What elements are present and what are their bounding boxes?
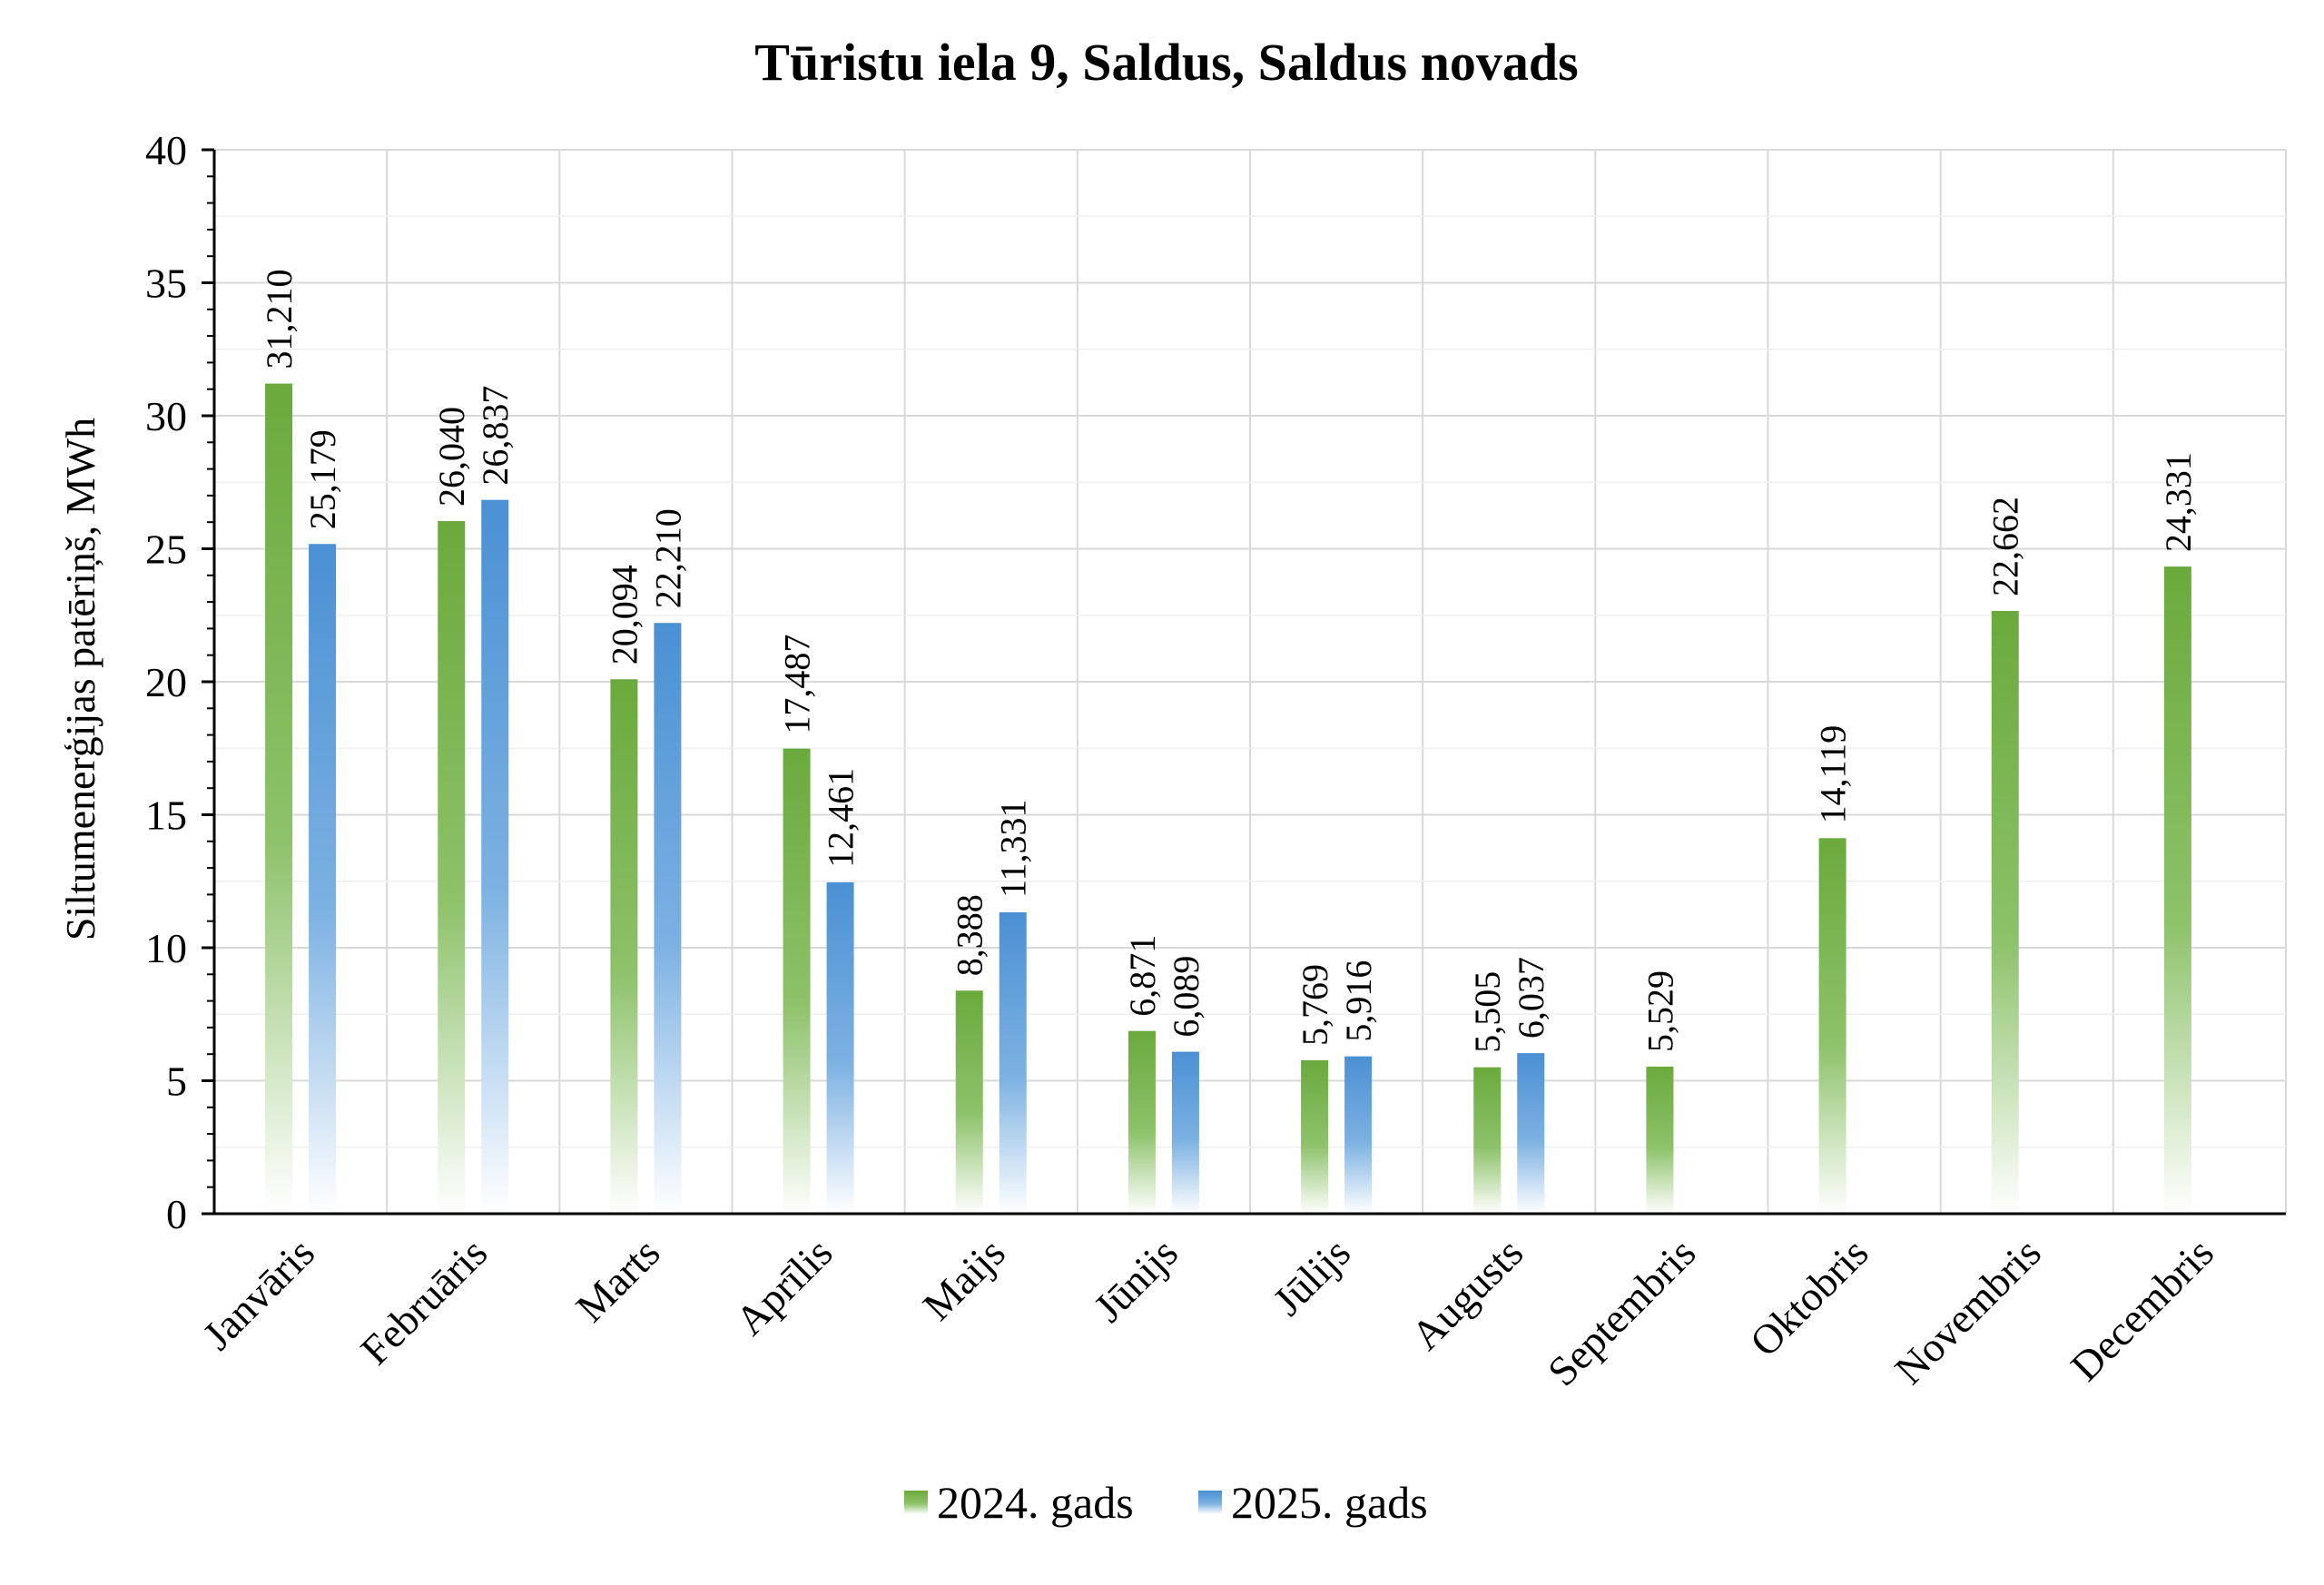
chart-title: Tūristu iela 9, Saldus, Saldus novads bbox=[754, 33, 1578, 92]
x-category-label: Jūlijs bbox=[1264, 1229, 1359, 1324]
y-axis-label: Siltumenerģijas patēriņš, MWh bbox=[57, 418, 103, 940]
bar-series1-7 bbox=[1473, 1067, 1502, 1214]
bar-series2-7 bbox=[1517, 1053, 1545, 1214]
y-tick-label: 30 bbox=[145, 393, 187, 439]
y-tick-label: 25 bbox=[145, 527, 187, 573]
legend: 2024. gads 2025. gads bbox=[904, 1477, 1428, 1528]
y-tick-labels: 0 5 10 15 20 25 30 35 40 bbox=[145, 127, 187, 1237]
data-label: 25,179 bbox=[302, 429, 343, 529]
x-category-label: Februāris bbox=[351, 1229, 496, 1373]
y-tick-label: 20 bbox=[145, 659, 187, 705]
bar-series2-6 bbox=[1344, 1056, 1373, 1214]
data-label: 5,916 bbox=[1338, 960, 1379, 1042]
y-tick-label: 10 bbox=[145, 925, 187, 971]
x-category-labels: Janvāris Februāris Marts Aprīlis Maijs Jūnijs… bbox=[193, 1229, 2221, 1394]
data-label: 17,487 bbox=[777, 635, 818, 734]
bar-series1-10 bbox=[1991, 611, 2019, 1214]
data-label: 22,662 bbox=[1985, 497, 2026, 596]
bar-series1-1 bbox=[438, 521, 466, 1214]
legend-label: 2024. gads bbox=[937, 1477, 1134, 1528]
x-category-label: Jūnijs bbox=[1085, 1229, 1187, 1331]
data-label: 5,769 bbox=[1295, 964, 1335, 1046]
data-label: 31,210 bbox=[259, 270, 300, 369]
data-label: 5,505 bbox=[1467, 971, 1508, 1053]
data-label: 5,529 bbox=[1640, 970, 1680, 1052]
x-category-label: Maijs bbox=[914, 1229, 1014, 1329]
legend-swatch bbox=[904, 1491, 928, 1514]
axes bbox=[202, 148, 2286, 1216]
data-label: 11,331 bbox=[993, 799, 1034, 898]
x-category-label: Septembris bbox=[1539, 1229, 1704, 1394]
data-label: 6,037 bbox=[1511, 957, 1551, 1039]
y-tick-label: 0 bbox=[166, 1191, 187, 1237]
data-label: 24,331 bbox=[2158, 452, 2199, 552]
data-label: 6,089 bbox=[1166, 956, 1206, 1038]
x-category-label: Novembris bbox=[1886, 1229, 2050, 1393]
y-tick-label: 15 bbox=[145, 792, 187, 839]
y-tick-label: 35 bbox=[145, 261, 187, 307]
y-tick-label: 40 bbox=[145, 127, 187, 173]
bar-series1-9 bbox=[1818, 838, 1846, 1214]
y-tick-label: 5 bbox=[166, 1058, 187, 1105]
bar-series1-3 bbox=[783, 748, 811, 1214]
bar-series1-0 bbox=[265, 383, 293, 1214]
x-category-label: Aprīlis bbox=[726, 1229, 841, 1344]
data-label: 14,119 bbox=[1813, 725, 1854, 824]
bar-series2-0 bbox=[309, 544, 337, 1214]
x-category-label: Augusts bbox=[1403, 1229, 1532, 1359]
bar-series1-11 bbox=[2163, 566, 2191, 1214]
bar-series1-6 bbox=[1301, 1059, 1329, 1214]
x-category-label: Oktobris bbox=[1741, 1229, 1877, 1365]
data-label: 6,871 bbox=[1122, 935, 1163, 1017]
bar-series2-4 bbox=[999, 912, 1027, 1214]
data-label: 26,837 bbox=[475, 386, 516, 486]
data-label: 26,040 bbox=[431, 407, 472, 507]
bar-series1-5 bbox=[1128, 1030, 1156, 1214]
bars bbox=[265, 383, 2191, 1214]
bar-series2-5 bbox=[1171, 1051, 1199, 1214]
bar-series1-8 bbox=[1646, 1067, 1674, 1214]
data-label: 8,388 bbox=[950, 894, 990, 976]
bar-series2-3 bbox=[826, 881, 854, 1214]
bar-series1-2 bbox=[610, 679, 638, 1214]
gridlines bbox=[214, 149, 2287, 1214]
data-label: 12,461 bbox=[821, 768, 862, 868]
bar-series2-2 bbox=[654, 623, 682, 1214]
x-category-label: Decembris bbox=[2062, 1229, 2222, 1390]
data-label: 22,210 bbox=[647, 508, 688, 608]
legend-label: 2025. gads bbox=[1231, 1477, 1428, 1528]
x-category-label: Marts bbox=[567, 1229, 669, 1331]
x-category-label: Janvāris bbox=[193, 1229, 323, 1359]
legend-swatch bbox=[1198, 1491, 1222, 1514]
bar-series2-1 bbox=[481, 499, 509, 1214]
bar-series1-4 bbox=[955, 990, 983, 1214]
data-label: 20,094 bbox=[604, 565, 645, 665]
